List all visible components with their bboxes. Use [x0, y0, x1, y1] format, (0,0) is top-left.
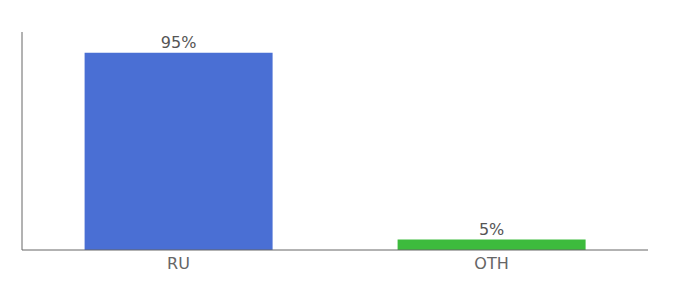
svg-text:OTH: OTH	[474, 254, 508, 273]
svg-text:RU: RU	[167, 254, 190, 273]
svg-text:5%: 5%	[479, 220, 504, 239]
svg-text:95%: 95%	[161, 33, 197, 52]
